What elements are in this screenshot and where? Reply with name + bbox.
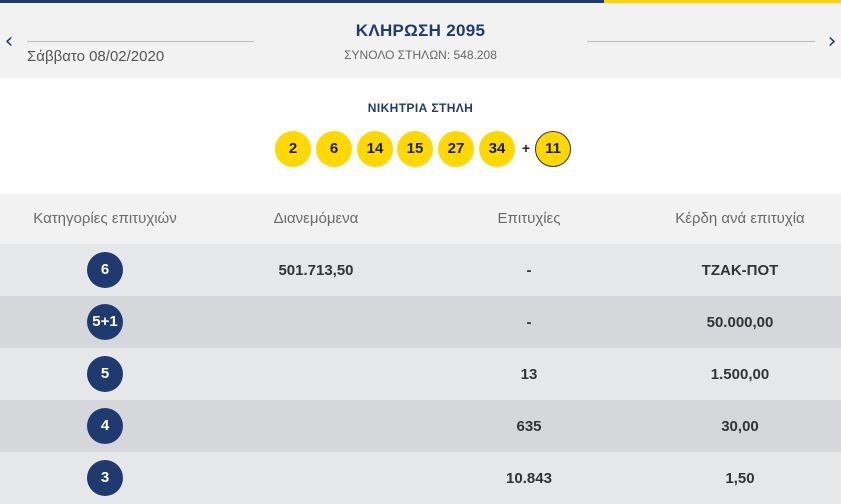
plus-sign: + [521, 140, 531, 156]
table-row: 6 501.713,50 - ΤΖΑΚ-ΠΟΤ [0, 244, 841, 296]
top-accent-blue [0, 0, 604, 3]
next-draw-chevron-right-icon[interactable]: › [824, 30, 840, 54]
prize-amount: 1.500,00 [710, 366, 770, 383]
table-row: 3 10.843 1,50 [0, 452, 841, 504]
winning-ball: 14 [357, 131, 393, 167]
winners-count: 13 [520, 366, 538, 383]
header-distributed: Διανεμόμενα [273, 210, 359, 227]
table-row: 5+1 - 50.000,00 [0, 296, 841, 348]
joker-ball: 11 [535, 131, 571, 167]
previous-draw-chevron-left-icon[interactable]: ‹ [1, 30, 17, 54]
prize-amount: ΤΖΑΚ-ΠΟΤ [701, 262, 779, 279]
winning-ball: 34 [479, 131, 515, 167]
winners-count: - [526, 314, 532, 331]
table-row: 4 635 30,00 [0, 400, 841, 452]
total-columns: ΣΥΝΟΛΟ ΣΤΗΛΩΝ: 548.208 [344, 48, 497, 62]
category-badge: 5+1 [87, 304, 123, 340]
category-badge: 3 [87, 460, 123, 496]
winning-ball: 6 [316, 131, 352, 167]
top-accent-yellow [604, 0, 841, 3]
prize-amount: 1,50 [725, 470, 755, 487]
prize-amount: 30,00 [721, 418, 759, 435]
category-badge: 5 [87, 356, 123, 392]
category-badge: 4 [87, 408, 123, 444]
draw-title: ΚΛΗΡΩΣΗ 2095 [355, 21, 486, 40]
header-categories: Κατηγορίες επιτυχιών [33, 210, 177, 227]
category-badge: 6 [87, 252, 123, 288]
header-prize-per-winner: Κέρδη ανά επιτυχία [675, 210, 805, 227]
winning-column-label: ΝΙΚΗΤΡΙΑ ΣΤΗΛΗ [367, 101, 474, 115]
winners-count: 10.843 [506, 470, 552, 487]
table-row: 5 13 1.500,00 [0, 348, 841, 400]
top-accent-bar [0, 0, 841, 3]
winning-ball: 15 [397, 131, 433, 167]
draw-header: ‹ Σάββατο 08/02/2020 ΚΛΗΡΩΣΗ 2095 ΣΥΝΟΛΟ… [0, 3, 841, 78]
distributed-amount: 501.713,50 [278, 262, 354, 279]
header-divider-right [587, 41, 815, 42]
header-divider-left [27, 41, 254, 42]
results-table-header: Κατηγορίες επιτυχιών Διανεμόμενα Επιτυχί… [0, 194, 841, 244]
winning-numbers: 2 6 14 15 27 34 + 11 [0, 131, 841, 167]
winning-ball: 2 [275, 131, 311, 167]
draw-date: Σάββατο 08/02/2020 [27, 48, 165, 65]
header-winners: Επιτυχίες [497, 210, 561, 227]
prize-amount: 50.000,00 [706, 314, 774, 331]
winners-count: - [526, 262, 532, 279]
winning-ball: 27 [438, 131, 474, 167]
winners-count: 635 [516, 418, 542, 435]
